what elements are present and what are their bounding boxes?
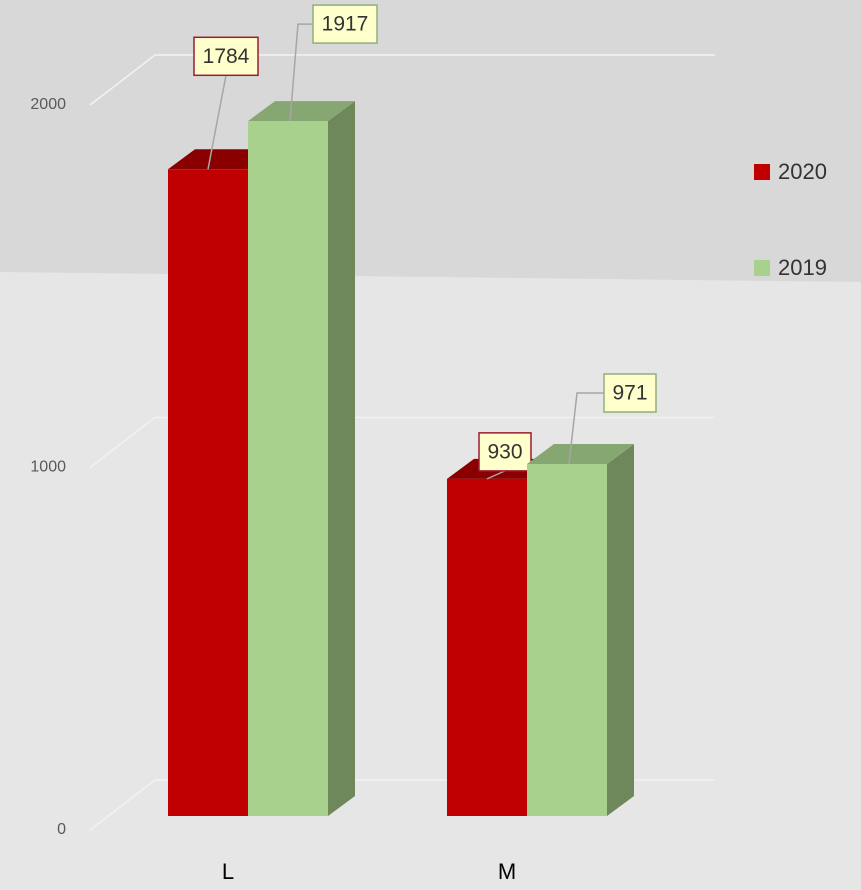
grid-line — [89, 416, 715, 469]
label-leader — [207, 75, 227, 170]
label-box — [193, 36, 259, 77]
grid-line — [89, 54, 715, 106]
x-tick-label: L — [222, 859, 234, 884]
bar — [248, 101, 355, 816]
bar-front — [168, 169, 248, 817]
label-leader — [486, 470, 506, 480]
bar-top — [527, 444, 634, 465]
bar-side — [607, 444, 634, 816]
y-tick-label: 0 — [57, 821, 66, 838]
data-label: 1917 — [322, 13, 369, 36]
background-band — [0, 0, 861, 282]
legend-label: 2020 — [778, 159, 827, 184]
label-box — [603, 373, 657, 413]
label-leader — [568, 392, 604, 465]
label-box — [312, 4, 378, 44]
x-tick-label: M — [498, 859, 516, 884]
bar-front — [447, 478, 527, 816]
legend-swatch — [754, 164, 770, 180]
label-box — [478, 432, 532, 472]
data-label: 971 — [612, 382, 647, 405]
data-label: 1784 — [203, 45, 250, 68]
y-tick-label: 1000 — [30, 459, 66, 476]
label-leader — [289, 23, 313, 122]
data-label: 930 — [487, 440, 522, 463]
bar-front — [527, 464, 607, 816]
bar-side — [328, 101, 355, 816]
legend-swatch — [754, 260, 770, 276]
bar-front — [248, 121, 328, 816]
bar-top — [248, 101, 355, 122]
legend-label: 2019 — [778, 255, 827, 280]
bar — [527, 444, 634, 816]
y-tick-label: 2000 — [30, 96, 66, 113]
